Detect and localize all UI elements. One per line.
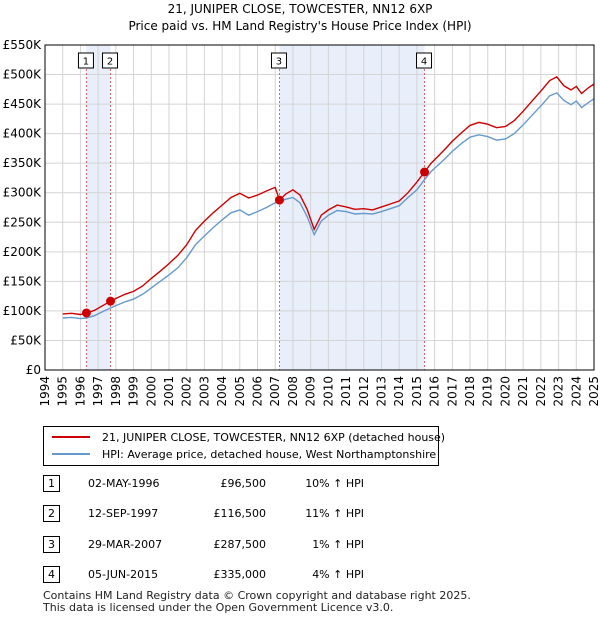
x-tick-label: 2001: [162, 376, 176, 407]
x-tick-label: 2025: [587, 376, 600, 407]
sale-point: [106, 296, 116, 306]
sale-number-label: 1: [83, 57, 89, 68]
y-tick-label: £100K: [3, 304, 43, 318]
sale-number: 2: [43, 505, 60, 522]
legend-swatch-property: [52, 436, 90, 438]
x-tick-label: 2019: [481, 376, 495, 407]
y-tick-label: £450K: [3, 97, 43, 111]
x-tick-label: 2011: [339, 376, 353, 407]
sale-date: 02-MAY-1996: [88, 477, 160, 490]
y-tick-label: £300K: [3, 186, 43, 200]
x-tick-label: 2015: [410, 376, 424, 407]
sale-number-label: 4: [421, 57, 427, 68]
legend-label-property: 21, JUNIPER CLOSE, TOWCESTER, NN12 6XP (…: [102, 430, 446, 444]
x-tick-label: 2017: [445, 376, 459, 407]
y-tick-label: £500K: [3, 68, 43, 82]
x-tick-label: 2012: [357, 376, 371, 407]
y-tick-label: £200K: [3, 245, 43, 259]
plot-frame: [44, 44, 595, 371]
sale-point: [81, 308, 91, 318]
y-tick-label: £50K: [10, 333, 42, 347]
y-tick-label: £250K: [3, 215, 43, 229]
footer: Contains HM Land Registry data © Crown c…: [43, 590, 471, 614]
x-tick-label: 2021: [516, 376, 530, 407]
legend-swatch-hpi: [52, 453, 90, 455]
sale-row: 3 29-MAR-2007 £287,500 1% ↑ HPI: [0, 536, 600, 554]
sale-number-box: [270, 52, 287, 69]
x-tick-label: 1995: [56, 376, 70, 407]
footer-licence: This data is licensed under the Open Gov…: [43, 601, 394, 614]
x-tick-label: 2007: [268, 376, 282, 407]
sale-number-box: [416, 52, 433, 69]
x-tick-label: 2005: [233, 376, 247, 407]
x-tick-label: 2004: [215, 376, 229, 407]
x-tick-label: 2014: [392, 376, 406, 407]
sale-number-label: 3: [276, 57, 282, 68]
sale-number-label: 2: [107, 57, 113, 68]
sale-price: £335,000: [213, 568, 267, 581]
price-chart: 21, JUNIPER CLOSE, TOWCESTER, NN12 6XP P…: [3, 2, 600, 407]
footer-copyright: Contains HM Land Registry data © Crown c…: [43, 589, 471, 602]
y-tick-label: £150K: [3, 274, 43, 288]
x-tick-label: 2009: [304, 376, 318, 407]
y-tick-label: £550K: [3, 38, 43, 52]
sale-number: 1: [43, 475, 60, 492]
sale-price: £287,500: [213, 538, 267, 551]
sale-point: [274, 195, 284, 205]
property-price-line: [62, 76, 595, 316]
legend-item-property: 21, JUNIPER CLOSE, TOWCESTER, NN12 6XP (…: [52, 430, 445, 444]
sale-number: 3: [43, 536, 60, 553]
sale-price: £96,500: [220, 477, 267, 490]
shaded-period: [279, 45, 425, 370]
sale-row: 1 02-MAY-1996 £96,500 10% ↑ HPI: [0, 475, 600, 493]
sale-number: 4: [43, 566, 60, 583]
x-tick-label: 2002: [180, 376, 194, 407]
sale-point: [420, 167, 430, 177]
y-tick-label: £0: [26, 363, 41, 377]
x-tick-label: 2016: [428, 376, 442, 407]
hpi-line: [62, 92, 595, 320]
x-tick-label: 2023: [552, 376, 566, 407]
x-tick-label: 1998: [109, 376, 123, 407]
x-tick-label: 2024: [569, 376, 583, 407]
legend-item-hpi: HPI: Average price, detached house, West…: [52, 447, 436, 461]
legend: 21, JUNIPER CLOSE, TOWCESTER, NN12 6XP (…: [43, 426, 445, 466]
sale-date: 05-JUN-2015: [88, 568, 159, 581]
x-tick-label: 1996: [73, 376, 87, 407]
chart-subtitle: Price paid vs. HM Land Registry's House …: [128, 19, 471, 33]
sale-number-box: [77, 52, 94, 69]
x-tick-label: 1994: [38, 376, 52, 407]
sale-date: 29-MAR-2007: [88, 538, 163, 551]
x-tick-label: 2003: [197, 376, 211, 407]
sale-price: £116,500: [213, 507, 267, 520]
x-tick-label: 2020: [498, 376, 512, 407]
x-tick-label: 2010: [321, 376, 335, 407]
x-tick-label: 1997: [91, 376, 105, 407]
sale-row: 4 05-JUN-2015 £335,000 4% ↑ HPI: [0, 566, 600, 584]
x-tick-label: 2000: [144, 376, 158, 407]
x-tick-label: 2008: [286, 376, 300, 407]
x-tick-label: 2013: [374, 376, 388, 407]
y-tick-label: £400K: [3, 127, 43, 141]
x-tick-label: 2006: [251, 376, 265, 407]
sale-date: 12-SEP-1997: [88, 507, 159, 520]
sale-hpi-diff: 4% ↑ HPI: [312, 568, 364, 581]
x-tick-label: 1999: [127, 376, 141, 407]
chart-title: 21, JUNIPER CLOSE, TOWCESTER, NN12 6XP: [168, 2, 433, 16]
x-tick-label: 2018: [463, 376, 477, 407]
legend-label-hpi: HPI: Average price, detached house, West…: [102, 447, 437, 461]
sale-row: 2 12-SEP-1997 £116,500 11% ↑ HPI: [0, 505, 600, 523]
sale-hpi-diff: 10% ↑ HPI: [305, 477, 364, 490]
sale-hpi-diff: 1% ↑ HPI: [312, 538, 364, 551]
x-tick-label: 2022: [534, 376, 548, 407]
sale-hpi-diff: 11% ↑ HPI: [305, 507, 364, 520]
y-tick-label: £350K: [3, 156, 43, 170]
sale-number-box: [102, 52, 119, 69]
